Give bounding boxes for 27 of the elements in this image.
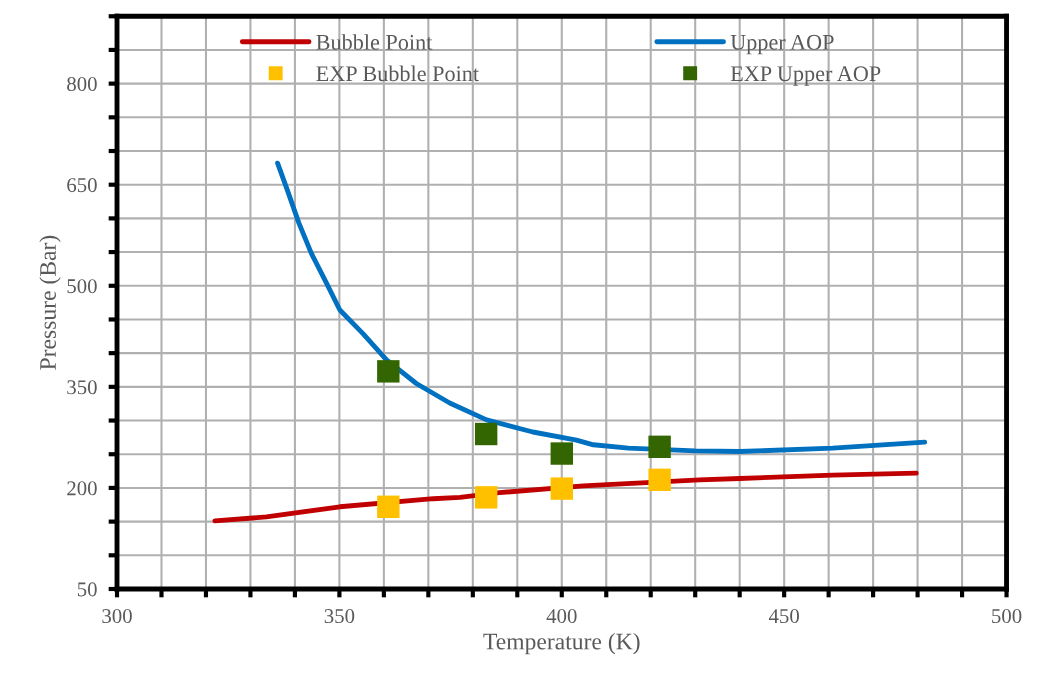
legend-label: Upper AOP	[730, 34, 834, 55]
point	[550, 442, 573, 465]
y-tick-label: 800	[67, 77, 97, 92]
point	[377, 495, 400, 518]
point	[474, 486, 498, 509]
point	[377, 360, 400, 383]
x-tick-label: 500	[992, 609, 1022, 624]
legend-label: EXP Bubble Point	[316, 65, 479, 82]
y-tick-label: 500	[67, 279, 97, 294]
y-tick-label: 350	[67, 380, 97, 395]
x-tick-label: 350	[324, 609, 355, 624]
legend-label: EXP Upper AOP	[730, 66, 881, 86]
y-tick-label: 200	[67, 481, 97, 496]
point	[550, 477, 573, 500]
x-tick-label: 450	[768, 609, 799, 624]
y-tick-label: 650	[67, 178, 97, 193]
point	[648, 435, 671, 459]
line-series	[275, 160, 928, 454]
x-tick-label: 300	[102, 609, 132, 624]
x-axis-title: Temperature (K)	[483, 632, 640, 655]
y-axis-title: Pressure (Bar)	[39, 235, 61, 370]
y-tick-label: 50	[77, 582, 97, 597]
x-tick-label: 400	[546, 609, 577, 624]
point	[474, 422, 498, 446]
point	[648, 468, 671, 492]
line-series	[212, 470, 919, 524]
legend-label: Bubble Point	[316, 34, 433, 50]
